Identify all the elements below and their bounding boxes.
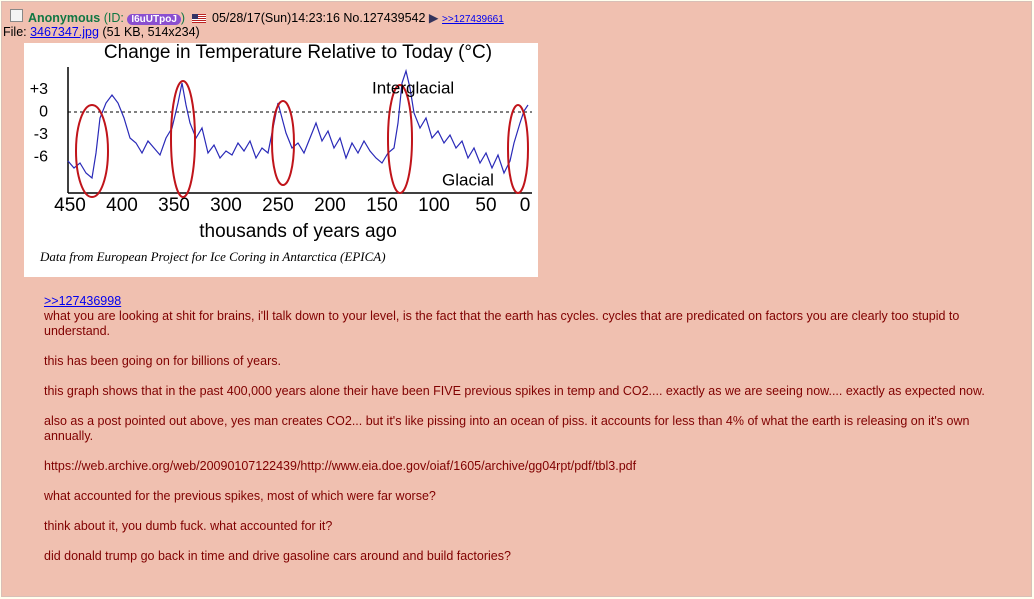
post-paragraph: https://web.archive.org/web/200901071224… [44, 459, 637, 473]
annotation: Interglacial [372, 78, 454, 97]
temperature-curve [67, 68, 529, 180]
y-tick-label: +3 [30, 81, 48, 98]
backlink-arrow[interactable]: ▶ [428, 11, 439, 25]
file-meta: (51 KB, 514x234) [102, 25, 200, 39]
post-paragraph: what accounted for the previous spikes, … [44, 489, 436, 503]
x-tick-label: 150 [366, 195, 398, 216]
poster-id[interactable]: I6uUTpoJ [127, 14, 181, 25]
x-tick-label: 450 [54, 195, 86, 216]
id-suffix: ) [180, 11, 186, 25]
x-tick-label: 100 [418, 195, 450, 216]
file-link[interactable]: 3467347.jpg [30, 25, 99, 39]
post-body: >>127436998 what you are looking at shit… [44, 294, 989, 579]
x-tick-label: 200 [314, 195, 346, 216]
image-title: Change in Temperature Relative to Today … [104, 43, 492, 63]
post-paragraph: also as a post pointed out above, yes ma… [44, 414, 970, 443]
y-tick-label: -6 [34, 149, 48, 166]
checkbox[interactable] [10, 9, 23, 22]
post-paragraph: what you are looking at shit for brains,… [44, 309, 960, 338]
y-tick-label: 0 [39, 104, 48, 121]
id-prefix: (ID: [103, 11, 128, 25]
x-tick-label: 0 [520, 195, 531, 216]
x-axis-title: thousands of years ago [199, 221, 397, 242]
image-content: Change in Temperature Relative to Today … [30, 42, 532, 264]
post-paragraph: this has been going on for billions of y… [44, 354, 281, 368]
highlight-circles [75, 80, 529, 198]
quote-link[interactable]: >>127436998 [44, 294, 122, 308]
annotation: Glacial [442, 170, 494, 189]
post-paragraph: this graph shows that in the past 400,00… [44, 384, 985, 398]
post-number[interactable]: No.127439542 [343, 11, 426, 25]
y-tick-label: -3 [34, 126, 48, 143]
post-paragraph: did donald trump go back in time and dri… [44, 549, 511, 563]
post-image[interactable]: Change in Temperature Relative to Today … [24, 42, 538, 277]
image-caption: Data from European Project for Ice Corin… [39, 249, 386, 264]
file-label: File: [3, 25, 31, 39]
post-header: Anonymous (ID: I6uUTpoJ) 05/28/17(Sun)14… [28, 10, 504, 25]
x-tick-label: 50 [475, 195, 496, 216]
post-paragraph: think about it, you dumb fuck. what acco… [44, 519, 333, 533]
file-info: File: 3467347.jpg (51 KB, 514x234) [3, 25, 200, 39]
x-tick-label: 350 [158, 195, 190, 216]
poster-name: Anonymous [28, 11, 101, 25]
backlink[interactable]: >>127439661 [442, 14, 504, 25]
x-tick-label: 400 [106, 195, 138, 216]
x-tick-label: 250 [262, 195, 294, 216]
post-datetime: 05/28/17(Sun)14:23:16 [212, 11, 340, 25]
x-tick-label: 300 [210, 195, 242, 216]
flag [191, 14, 206, 24]
